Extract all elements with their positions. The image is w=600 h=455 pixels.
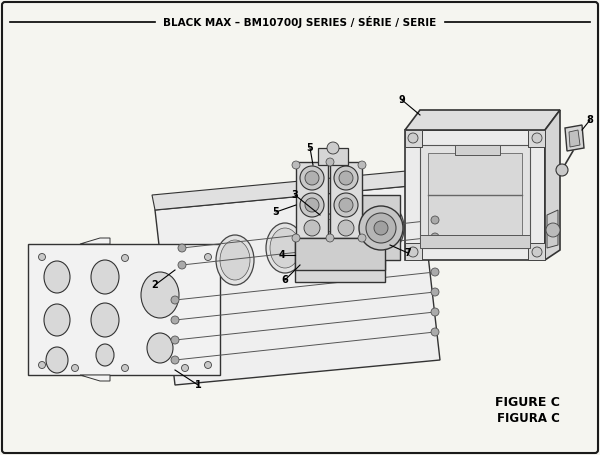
Circle shape <box>334 166 358 190</box>
Circle shape <box>408 247 418 257</box>
Circle shape <box>556 164 568 176</box>
Circle shape <box>178 244 186 252</box>
Ellipse shape <box>141 272 179 318</box>
Circle shape <box>300 193 324 217</box>
Circle shape <box>431 233 439 241</box>
Circle shape <box>359 206 403 250</box>
Polygon shape <box>405 130 545 260</box>
Circle shape <box>71 364 79 371</box>
Text: 3: 3 <box>292 190 298 200</box>
Text: FIGURA C: FIGURA C <box>497 411 560 425</box>
Circle shape <box>338 220 354 236</box>
Text: 2: 2 <box>152 280 158 290</box>
Ellipse shape <box>216 235 254 285</box>
Text: BLACK MAX – BM10700J SERIES / SÉRIE / SERIE: BLACK MAX – BM10700J SERIES / SÉRIE / SE… <box>163 16 437 28</box>
Circle shape <box>431 308 439 316</box>
Circle shape <box>326 234 334 242</box>
Polygon shape <box>547 210 558 248</box>
Circle shape <box>121 364 128 371</box>
Polygon shape <box>545 110 560 260</box>
Polygon shape <box>362 195 400 260</box>
Ellipse shape <box>266 223 304 273</box>
Circle shape <box>292 234 300 242</box>
Circle shape <box>431 288 439 296</box>
Polygon shape <box>330 162 362 238</box>
Ellipse shape <box>91 260 119 294</box>
Circle shape <box>339 171 353 185</box>
Polygon shape <box>295 238 385 282</box>
Text: 7: 7 <box>404 248 412 258</box>
Circle shape <box>532 247 542 257</box>
Circle shape <box>205 253 212 261</box>
Text: FIGURE C: FIGURE C <box>495 395 560 409</box>
Ellipse shape <box>316 213 354 263</box>
Polygon shape <box>318 148 348 165</box>
Ellipse shape <box>366 203 404 253</box>
Ellipse shape <box>270 228 300 268</box>
Circle shape <box>205 362 212 369</box>
Ellipse shape <box>220 240 250 280</box>
Polygon shape <box>80 238 110 244</box>
Circle shape <box>300 166 324 190</box>
Circle shape <box>178 261 186 269</box>
Ellipse shape <box>44 261 70 293</box>
Circle shape <box>171 296 179 304</box>
Circle shape <box>38 253 46 261</box>
Circle shape <box>304 220 320 236</box>
Circle shape <box>171 356 179 364</box>
Polygon shape <box>420 235 530 248</box>
Circle shape <box>431 268 439 276</box>
Circle shape <box>38 362 46 369</box>
Polygon shape <box>405 243 422 260</box>
Circle shape <box>408 133 418 143</box>
Polygon shape <box>428 153 522 240</box>
Circle shape <box>546 223 560 237</box>
Text: 4: 4 <box>278 250 286 260</box>
Text: 1: 1 <box>194 380 202 390</box>
Polygon shape <box>155 185 440 385</box>
Polygon shape <box>296 162 328 238</box>
Circle shape <box>326 158 334 166</box>
Circle shape <box>532 133 542 143</box>
Polygon shape <box>28 244 220 375</box>
Circle shape <box>366 213 396 243</box>
Circle shape <box>358 161 366 169</box>
Polygon shape <box>295 238 385 270</box>
Polygon shape <box>528 130 545 147</box>
Circle shape <box>431 216 439 224</box>
Circle shape <box>182 364 188 371</box>
Circle shape <box>327 142 339 154</box>
Ellipse shape <box>91 303 119 337</box>
Polygon shape <box>528 243 545 260</box>
Circle shape <box>374 221 388 235</box>
Polygon shape <box>455 145 500 155</box>
Text: 8: 8 <box>587 115 593 125</box>
Ellipse shape <box>46 347 68 373</box>
Ellipse shape <box>370 208 400 248</box>
Text: 9: 9 <box>398 95 406 105</box>
Circle shape <box>358 234 366 242</box>
Polygon shape <box>420 145 530 248</box>
Circle shape <box>334 193 358 217</box>
Ellipse shape <box>147 333 173 363</box>
Text: 5: 5 <box>272 207 280 217</box>
Circle shape <box>171 316 179 324</box>
Circle shape <box>121 254 128 262</box>
Circle shape <box>305 171 319 185</box>
Circle shape <box>339 198 353 212</box>
Circle shape <box>305 198 319 212</box>
Polygon shape <box>80 375 110 381</box>
Circle shape <box>292 161 300 169</box>
Circle shape <box>431 328 439 336</box>
Polygon shape <box>569 130 580 147</box>
Ellipse shape <box>44 304 70 336</box>
Text: 5: 5 <box>307 143 313 153</box>
Polygon shape <box>152 170 420 210</box>
Circle shape <box>171 336 179 344</box>
Polygon shape <box>405 130 422 147</box>
Ellipse shape <box>96 344 114 366</box>
Text: 6: 6 <box>281 275 289 285</box>
Polygon shape <box>405 110 560 130</box>
Ellipse shape <box>320 218 350 258</box>
